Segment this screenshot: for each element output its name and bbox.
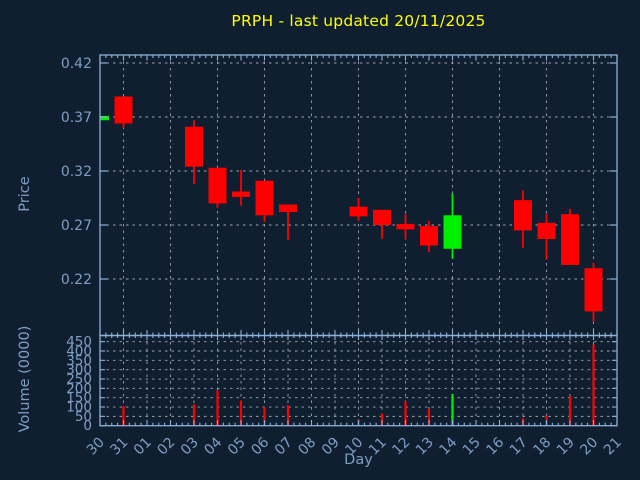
volume-bar-day-14	[451, 393, 454, 426]
candle-day-06	[255, 180, 274, 222]
candle-day-14	[443, 193, 462, 259]
ticks	[99, 55, 618, 427]
volume-bar-day-31	[122, 406, 125, 426]
volume-bar-day-03	[192, 404, 196, 426]
candle-day-05	[232, 169, 250, 206]
svg-text:100: 100	[66, 400, 92, 416]
svg-text:250: 250	[66, 372, 92, 388]
svg-text:0.37: 0.37	[61, 110, 92, 126]
svg-text:300: 300	[66, 362, 92, 378]
svg-text:400: 400	[66, 344, 92, 360]
volume-bars	[122, 344, 595, 426]
candle-day-30	[100, 115, 109, 121]
candle-day-11	[373, 209, 391, 240]
candle-day-31	[114, 96, 133, 128]
svg-text:450: 450	[66, 334, 92, 350]
candle-day-18	[537, 214, 556, 260]
candle-day-20	[584, 262, 603, 322]
gridlines	[100, 55, 617, 426]
volume-bar-day-04	[216, 390, 219, 426]
svg-text:200: 200	[66, 381, 92, 397]
svg-text:0.22: 0.22	[61, 272, 92, 288]
candle-day-19	[561, 208, 579, 265]
day-axis-label: Day	[344, 452, 373, 468]
volume-bar-day-13	[427, 408, 431, 426]
volume-bar-day-06	[263, 407, 266, 426]
chart-title: PRPH - last updated 20/11/2025	[231, 12, 486, 30]
candle-day-10	[349, 198, 368, 221]
candle-day-13	[420, 220, 438, 253]
svg-text:0.27: 0.27	[61, 218, 92, 234]
volume-bar-day-07	[286, 405, 290, 426]
candle-day-04	[208, 167, 227, 208]
svg-text:50: 50	[75, 409, 92, 425]
volume-bar-day-12	[404, 401, 407, 426]
svg-text:0: 0	[83, 418, 92, 434]
volume-bar-day-20	[592, 344, 595, 426]
price-axis-label: Price	[17, 176, 33, 212]
candle-day-03	[185, 120, 203, 184]
svg-text:350: 350	[66, 353, 92, 369]
volume-bar-day-19	[568, 395, 572, 426]
svg-text:0.42: 0.42	[61, 56, 92, 72]
candle-day-17	[514, 190, 532, 248]
candle-day-07	[279, 204, 297, 241]
svg-text:0.32: 0.32	[61, 164, 92, 180]
volume-axis-label: Volume (0000)	[17, 325, 33, 433]
candles	[100, 96, 603, 322]
svg-text:150: 150	[66, 390, 92, 406]
price-tick-labels: 0.42 0.37 0.32 0.27 0.22	[61, 56, 92, 288]
candle-day-12	[396, 214, 415, 240]
volume-bar-day-11	[380, 413, 384, 426]
volume-bar-day-05	[239, 400, 243, 426]
